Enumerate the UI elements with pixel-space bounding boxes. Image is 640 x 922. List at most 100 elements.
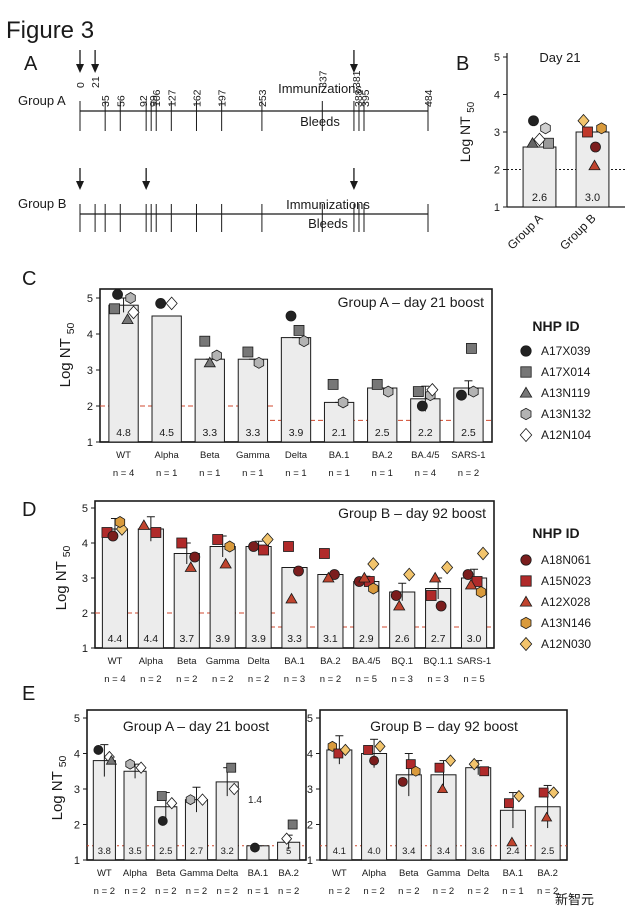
n-count-label: n = 2 [320,674,341,685]
bar [323,401,355,443]
legend-marker-A12X028 [519,595,533,607]
data-point [285,592,298,604]
day-tick-label: 99 [148,95,160,107]
legend-label-A13N146: A13N146 [541,616,591,630]
bar [460,577,488,649]
data-point [319,548,330,559]
legend-label-A12N030: A12N030 [541,637,591,651]
data-point [363,745,373,755]
bar-value-label: 2.4 [506,846,519,857]
bar [108,304,139,443]
data-point [456,389,467,401]
day-tick-label: 253 [257,89,269,107]
panel-c-y-axis-label-sub: 50 [65,322,77,334]
data-point [261,532,274,547]
legend-marker-A13N119 [519,386,533,398]
x-tick-label: Beta [156,868,176,879]
n-count-label: n = 4 [415,468,436,479]
data-point [393,599,406,611]
x-tick-label: SARS-1 [451,450,485,461]
day-tick-label: 56 [115,95,127,107]
n-count-label: n = 1 [242,468,263,479]
panel-d-y-axis-label: Log NT 50 [53,545,73,610]
immunization-arrow-head [91,64,100,73]
data-point [125,292,136,304]
y-tick-label: 2 [494,165,500,177]
data-point [226,762,237,773]
x-tick-label: BA.4/5 [411,450,440,461]
data-point [596,122,607,135]
data-point [185,794,196,806]
y-tick-label: 5 [307,713,313,725]
data-point [533,132,546,147]
bar-value-label: 3.3 [287,633,302,645]
bar-value-label: 2.6 [532,192,547,204]
x-tick-label: WT [332,868,347,879]
n-count-label: n = 2 [212,674,233,685]
group-a-bleeds-label: Bleeds [300,114,340,129]
data-point [121,313,134,325]
day-tick-label: 381 [351,70,363,88]
bar-value-label: 3.0 [467,633,482,645]
bar [245,546,272,649]
immunization-arrow-head [76,64,84,73]
n-count-label: n = 1 [372,468,393,479]
x-tick-label: SARS-1 [457,656,491,667]
bar-value-label: 2.9 [359,633,374,645]
bar-value-label: 2.7 [431,633,446,645]
bar-value-label: 3.5 [128,846,141,857]
y-tick-label: 2 [74,820,80,832]
panel-letter-e: E [22,683,35,705]
data-point [390,590,402,601]
y-tick-label: 5 [74,713,80,725]
data-point [93,745,104,755]
data-point [369,755,379,766]
panel-e-ba1-annotation: 1.4 [248,795,262,806]
y-tick-label: 5 [494,52,500,64]
data-point [283,541,294,552]
data-point [293,565,304,577]
bar-value-label: 3.3 [202,427,217,439]
immunization-arrow-head [349,64,358,73]
x-tick-label: Alpha [155,450,180,461]
y-tick-label: 3 [74,784,80,796]
data-point [383,385,394,398]
data-point [287,819,298,830]
data-point [426,382,439,397]
data-point [176,537,188,549]
data-point [137,519,151,530]
n-count-label: n = 4 [104,674,125,685]
data-point [540,811,553,822]
bar-value-label: 2.7 [190,846,203,857]
data-point [197,793,208,806]
data-point [590,141,601,153]
legend-marker-A13N132 [520,407,532,421]
y-tick-label: 1 [82,643,88,655]
data-point [199,335,211,347]
x-tick-label: Beta [200,450,220,461]
immunization-arrow-head [76,181,84,190]
y-tick-label: 4 [82,538,88,550]
panel-c-y-axis-label: Log NT 50 [57,322,77,387]
panel-e-right-title: Group B – day 92 boost [370,718,518,734]
panel-d-legend-title: NHP ID [532,525,579,541]
n-count-label: n = 2 [248,674,269,685]
x-tick-label: Delta [216,868,239,879]
bar-value-label: 3.9 [215,633,230,645]
data-point [109,303,120,315]
data-point [506,836,518,847]
data-point [135,761,147,774]
legend-marker-A17X014 [520,366,532,378]
legend-marker-A12N030 [519,636,533,652]
immunization-arrow-head [142,181,151,190]
bar [137,528,164,649]
group-b-bleeds-label: Bleeds [308,216,348,231]
group-b-immunizations-label: Immunizations [286,197,370,212]
n-count-label: n = 1 [247,886,268,897]
data-point [156,791,167,801]
n-count-label: n = 2 [140,674,161,685]
data-point [468,757,480,771]
panel-letter-d: D [22,499,36,521]
data-point [368,582,379,595]
x-tick-label: BA.2 [320,656,341,667]
